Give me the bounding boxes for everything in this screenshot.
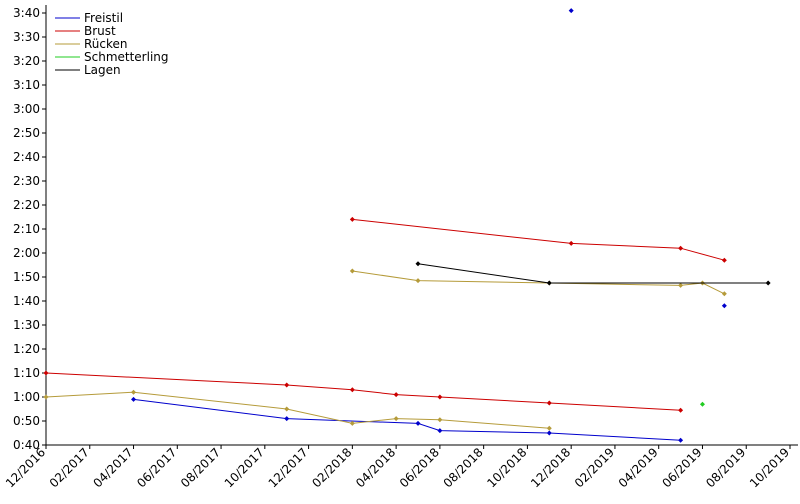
point: [546, 425, 552, 431]
point: [284, 406, 290, 412]
series-line: [45, 391, 550, 429]
point: [765, 280, 771, 286]
series-line: [352, 218, 725, 261]
x-tick-label: 04/2017: [90, 445, 135, 490]
point: [284, 382, 290, 388]
point: [415, 261, 421, 267]
y-tick-label: 3:40: [13, 6, 40, 20]
y-tick-label: 2:10: [13, 222, 40, 236]
y-tick-label: 1:50: [13, 270, 40, 284]
y-tick-label: 2:50: [13, 126, 40, 140]
y-tick-label: 1:20: [13, 342, 40, 356]
y-tick-label: 3:30: [13, 30, 40, 44]
x-tick-label: 02/2019: [572, 445, 617, 490]
series-line: [417, 263, 769, 284]
point: [721, 291, 727, 297]
series-line: [352, 270, 725, 295]
x-tick-label: 12/2018: [528, 445, 573, 490]
x-tick-label: 06/2018: [397, 445, 442, 490]
y-tick-label: 2:20: [13, 198, 40, 212]
point: [546, 430, 552, 436]
point: [131, 396, 137, 402]
x-tick-label: 08/2018: [441, 445, 486, 490]
x-tick-label: 10/2017: [222, 445, 267, 490]
point: [43, 394, 49, 400]
x-tick-label: 06/2017: [134, 445, 179, 490]
series-line: [133, 398, 681, 441]
point: [43, 370, 49, 376]
legend-label: Freistil: [84, 11, 123, 25]
y-tick-label: 2:30: [13, 174, 40, 188]
point: [131, 389, 137, 395]
y-tick-label: 2:00: [13, 246, 40, 260]
x-tick-label: 04/2019: [616, 445, 661, 490]
point: [568, 8, 574, 14]
legend-label: Rücken: [84, 37, 128, 51]
point: [721, 303, 727, 309]
point: [349, 216, 355, 222]
point: [721, 257, 727, 263]
point: [568, 240, 574, 246]
x-tick-label: 08/2017: [178, 445, 223, 490]
point: [678, 437, 684, 443]
x-tick-label: 06/2019: [659, 445, 704, 490]
series-line: [45, 372, 681, 411]
point: [546, 400, 552, 406]
point: [393, 392, 399, 398]
y-tick-label: 0:50: [13, 414, 40, 428]
y-tick-label: 2:40: [13, 150, 40, 164]
x-tick-label: 12/2017: [266, 445, 311, 490]
y-tick-label: 1:30: [13, 318, 40, 332]
point: [678, 245, 684, 251]
point: [284, 416, 290, 422]
point: [415, 420, 421, 426]
point: [437, 417, 443, 423]
y-tick-label: 3:20: [13, 54, 40, 68]
point: [349, 268, 355, 274]
x-tick-label: 04/2018: [353, 445, 398, 490]
y-tick-label: 1:00: [13, 390, 40, 404]
point: [349, 387, 355, 393]
y-tick-label: 1:10: [13, 366, 40, 380]
y-tick-label: 3:00: [13, 102, 40, 116]
legend-label: Schmetterling: [84, 50, 169, 64]
legend-label: Lagen: [84, 63, 121, 77]
y-tick-label: 0:40: [13, 438, 40, 452]
x-tick-label: 10/2018: [484, 445, 529, 490]
point: [349, 420, 355, 426]
y-tick-label: 3:10: [13, 78, 40, 92]
x-tick-label: 02/2017: [47, 445, 92, 490]
point: [437, 394, 443, 400]
point: [699, 401, 705, 407]
point: [393, 416, 399, 422]
point: [678, 407, 684, 413]
legend-label: Brust: [84, 24, 116, 38]
x-tick-label: 10/2019: [747, 445, 792, 490]
y-tick-label: 1:40: [13, 294, 40, 308]
point: [437, 428, 443, 434]
point: [415, 278, 421, 284]
x-tick-label: 08/2019: [703, 445, 748, 490]
point: [678, 282, 684, 288]
x-tick-label: 02/2018: [309, 445, 354, 490]
point: [546, 280, 552, 286]
